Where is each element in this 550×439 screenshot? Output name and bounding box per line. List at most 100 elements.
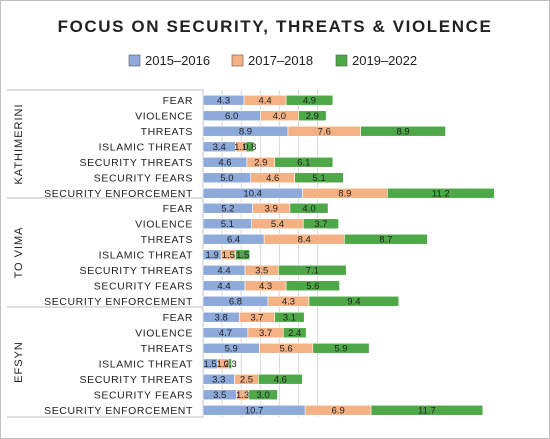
bar-value-label: 8.9 (239, 127, 252, 138)
bar-value-label: 4.4 (258, 96, 271, 107)
bar-value-label: 8.7 (379, 235, 392, 246)
bar-value-label: 7.6 (318, 127, 331, 138)
bar-value-label: 10.7 (245, 406, 264, 417)
group-label: TO VIMA (13, 226, 25, 278)
bar-value-label: 2.9 (306, 111, 319, 122)
bar-segment (387, 187, 495, 199)
bar-value-label: 3.3 (212, 375, 225, 386)
group-label: KATHIMERINI (13, 103, 25, 184)
legend-label-3: 2019–2022 (352, 53, 417, 68)
bar-value-label: 3.9 (265, 204, 278, 215)
category-label: THREATS (141, 343, 193, 355)
bar-value-label: 10.4 (243, 189, 262, 200)
bar-value-label: 1.2 (216, 359, 229, 370)
bar-value-label: 4.6 (274, 375, 287, 386)
bar-value-label: 4.3 (282, 297, 295, 308)
bar-value-label: 4.0 (302, 204, 315, 215)
bar-value-label: 5.6 (306, 281, 319, 292)
bar-segment (370, 404, 484, 416)
category-label: THREATS (141, 126, 193, 138)
group-labels: KATHIMERINI TO VIMA EFSYN (13, 103, 25, 382)
category-label: VIOLENCE (135, 328, 193, 340)
bar-value-label: 3.7 (250, 313, 263, 324)
legend-label-1: 2015–2016 (145, 53, 210, 68)
category-label: VIOLENCE (135, 111, 193, 123)
bar-value-label: 5.9 (334, 344, 347, 355)
bar-value-label: 3.5 (213, 390, 226, 401)
bar-value-label: 1.1 (234, 142, 247, 153)
bar-segment (258, 373, 303, 385)
bar-segment (274, 156, 334, 168)
legend-swatch-2 (231, 54, 244, 67)
bar-segment (248, 389, 278, 401)
bar-value-label: 3.8 (215, 313, 228, 324)
group-label: EFSYN (13, 341, 25, 383)
bar-value-label: 6.4 (227, 235, 240, 246)
bar-segment (228, 358, 232, 370)
bar-value-label: 4.3 (217, 96, 230, 107)
bar-value-label: 3.0 (257, 390, 270, 401)
bar-value-label: 4.7 (219, 328, 232, 339)
legend-label-2: 2017–2018 (248, 53, 313, 68)
bar-value-label: 5.0 (220, 173, 233, 184)
bar-value-label: 1.5 (236, 250, 249, 261)
category-label: ISLAMIC THREAT (99, 359, 193, 371)
bar-value-label: 2.4 (288, 328, 301, 339)
category-label: SECURITY THREATS (80, 157, 193, 169)
bar-value-label: 5.2 (221, 204, 234, 215)
category-label: VIOLENCE (135, 219, 193, 231)
category-label: SECURITY FEARS (94, 281, 193, 293)
bar-value-label: 3.5 (255, 266, 268, 277)
bar-value-label: 1.5 (222, 250, 235, 261)
bar-segment (298, 110, 327, 122)
bar-segment (285, 94, 334, 106)
bar-value-label: 11.7 (418, 406, 436, 417)
category-label: SECURITY THREATS (80, 265, 193, 277)
category-label: SECURITY THREATS (80, 374, 193, 386)
bar-segment (285, 280, 340, 292)
category-label: SECURITY ENFORCEMENT (44, 188, 193, 200)
category-label: SECURITY FEARS (94, 173, 193, 185)
bar-segment (282, 327, 307, 339)
bar-value-label: 5.9 (225, 344, 238, 355)
bar-segment (245, 141, 254, 153)
bar-value-label: 11.2 (432, 189, 450, 200)
bar-segment (312, 342, 370, 354)
bar-segment (235, 249, 251, 261)
category-label: SECURITY ENFORCEMENT (44, 296, 193, 308)
category-label: ISLAMIC THREAT (99, 250, 193, 262)
legend: 2015–2016 2017–2018 2019–2022 (128, 53, 417, 68)
bar-value-label: 2.5 (240, 375, 253, 386)
bar-value-label: 4.6 (218, 158, 231, 169)
bar-value-label: 8.9 (396, 127, 409, 138)
bar-value-label: 3.7 (259, 328, 272, 339)
bar-value-label: 3.7 (314, 219, 327, 230)
category-label: SECURITY FEARS (94, 390, 193, 402)
bar-value-label: 4.4 (217, 266, 230, 277)
bar-value-label: 4.0 (273, 111, 286, 122)
bar-value-label: 9.4 (347, 297, 360, 308)
bar-value-label: 4.4 (217, 281, 230, 292)
bar-segment (360, 125, 446, 137)
bar-segment (274, 311, 305, 323)
bar-value-label: 8.4 (298, 235, 311, 246)
bar-value-label: 8.9 (338, 189, 351, 200)
bar-value-label: 4.6 (266, 173, 279, 184)
bar-value-label: 6.9 (332, 406, 345, 417)
bar-value-label: 6.0 (225, 111, 238, 122)
bar-value-label: 0.8 (243, 142, 256, 153)
bar-value-label: 5.4 (271, 219, 284, 230)
bar-value-label: 5.1 (221, 219, 234, 230)
bar-value-label: 5.1 (312, 173, 325, 184)
bar-value-label: 3.1 (283, 313, 296, 324)
bar-segment (308, 295, 400, 307)
category-label: FEAR (163, 203, 193, 215)
bar-value-label: 2.9 (254, 158, 267, 169)
bar-segment (344, 233, 428, 245)
bar-value-label: 1.5 (204, 359, 217, 370)
bar-value-label: 1.3 (236, 390, 249, 401)
bar-segment (302, 218, 339, 230)
category-label: ISLAMIC THREAT (99, 142, 193, 154)
